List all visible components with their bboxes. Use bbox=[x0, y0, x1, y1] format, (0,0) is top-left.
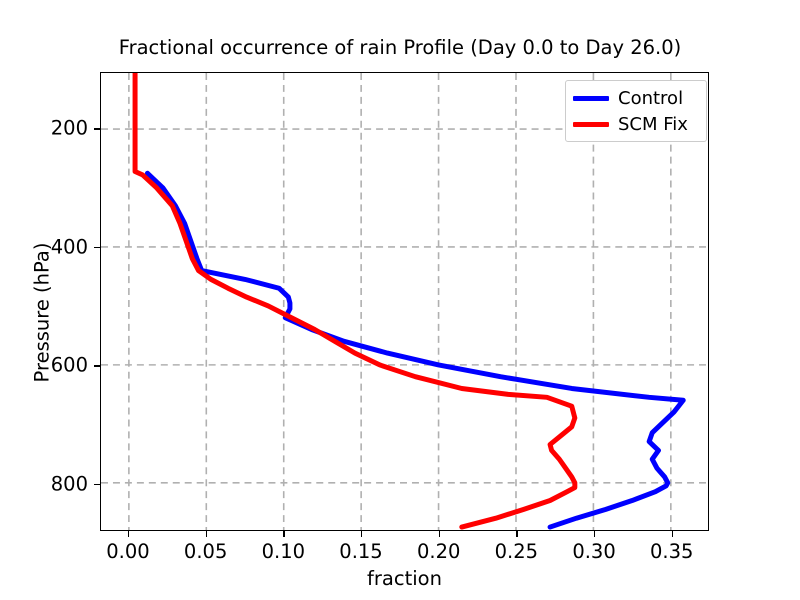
y-tick-mark bbox=[94, 246, 100, 249]
x-tick-label: 0.20 bbox=[416, 540, 461, 563]
y-tick-label: 400 bbox=[50, 235, 88, 259]
x-tick-label: 0.10 bbox=[261, 540, 306, 563]
series-line-scm-fix bbox=[132, 73, 578, 530]
x-tick-mark bbox=[205, 531, 208, 537]
legend-item-control: Control bbox=[573, 85, 698, 111]
x-tick-mark bbox=[361, 531, 363, 537]
chart-legend: Control SCM Fix bbox=[565, 80, 707, 142]
x-tick-mark bbox=[594, 531, 596, 537]
plot-area bbox=[100, 72, 709, 531]
grid-lines bbox=[101, 73, 708, 530]
x-tick-mark bbox=[283, 531, 285, 537]
legend-swatch-scm-fix bbox=[573, 121, 609, 127]
x-axis-label: fraction bbox=[367, 567, 442, 590]
x-tick-mark bbox=[127, 531, 130, 537]
y-tick-mark bbox=[94, 365, 100, 367]
x-tick-label: 0.35 bbox=[649, 540, 694, 563]
x-tick-label: 0.05 bbox=[183, 540, 228, 563]
y-tick-mark bbox=[94, 128, 100, 130]
legend-item-scm-fix: SCM Fix bbox=[573, 111, 698, 137]
x-tick-label: 0.25 bbox=[494, 540, 539, 563]
chart-title: Fractional occurrence of rain Profile (D… bbox=[118, 36, 682, 59]
y-axis-label: Pressure (hPa) bbox=[30, 242, 54, 383]
legend-label-control: Control bbox=[618, 87, 684, 109]
legend-label-scm-fix: SCM Fix bbox=[618, 113, 688, 135]
x-tick-mark bbox=[438, 531, 441, 537]
y-tick-label: 200 bbox=[50, 116, 88, 140]
x-tick-label: 0.30 bbox=[572, 540, 616, 563]
y-tick-label: 800 bbox=[50, 472, 88, 496]
x-tick-label: 0.15 bbox=[339, 540, 383, 563]
series-line-control bbox=[144, 170, 686, 530]
data-curves bbox=[132, 73, 686, 530]
legend-swatch-control bbox=[573, 95, 609, 101]
y-tick-mark bbox=[94, 483, 100, 485]
x-tick-mark bbox=[671, 531, 674, 537]
y-tick-label: 600 bbox=[50, 353, 88, 377]
x-tick-mark bbox=[516, 531, 518, 537]
x-tick-label: 0.00 bbox=[106, 540, 150, 563]
